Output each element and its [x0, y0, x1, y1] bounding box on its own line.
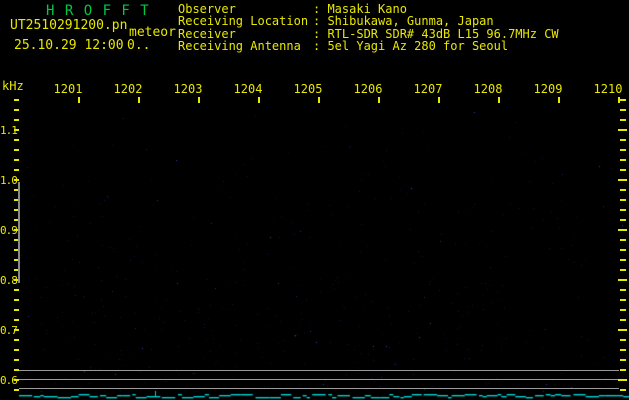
left-axis-ticks	[14, 99, 19, 392]
time-tick-label: 1201	[53, 82, 83, 96]
right-major-tick	[618, 229, 627, 231]
station-info: Observer: Masaki Kano Receiving Location…	[178, 3, 559, 52]
time-tick-mark	[138, 97, 140, 103]
echo-counter: 0..	[127, 38, 151, 53]
time-tick-label: 1207	[413, 82, 443, 96]
time-tick-label: 1204	[233, 82, 263, 96]
right-major-tick	[618, 129, 627, 131]
observation-datetime: 25.10.29 12:00	[14, 38, 124, 53]
time-tick-mark	[438, 97, 440, 103]
freq-tick-label: 0.6	[0, 374, 18, 387]
info-row-observer: Observer: Masaki Kano	[178, 2, 407, 16]
time-tick-label: 1208	[473, 82, 503, 96]
info-row-location: Receiving Location: Shibukawa, Gunma, Ja…	[178, 14, 494, 29]
freq-axis-unit: kHz	[2, 79, 24, 93]
freq-tick-label: 0.8	[0, 274, 18, 287]
time-tick-mark	[198, 97, 200, 103]
right-major-tick	[618, 279, 627, 281]
right-major-tick	[618, 329, 627, 331]
level-reference-line	[19, 379, 619, 380]
right-axis-ticks	[620, 99, 626, 392]
info-row-antenna: Receiving Antenna: 5el Yagi Az 280 for S…	[178, 38, 509, 53]
output-filename: UT2510291200.pn	[10, 18, 128, 33]
freq-tick-label: 0.9	[0, 224, 18, 237]
time-tick-label: 1206	[353, 82, 383, 96]
right-major-tick	[618, 179, 627, 181]
info-row-receiver: Receiver: RTL-SDR SDR# 43dB L15 96.7MHz …	[178, 26, 559, 41]
time-tick-label: 1205	[293, 82, 323, 96]
time-tick-label: 1210	[593, 82, 623, 96]
time-tick-label: 1203	[173, 82, 203, 96]
freq-tick-label: 0.7	[0, 324, 18, 337]
freq-range-marker-line	[18, 182, 20, 283]
level-reference-line	[19, 370, 619, 371]
observation-name: meteor	[129, 25, 176, 40]
app-title: H R O F F T	[46, 3, 150, 19]
right-major-tick	[618, 379, 627, 381]
time-tick-label: 1209	[533, 82, 563, 96]
time-tick-mark	[258, 97, 260, 103]
level-reference-line	[19, 388, 619, 389]
time-tick-label: 1202	[113, 82, 143, 96]
freq-tick-label: 1.1	[0, 124, 18, 137]
time-tick-mark	[558, 97, 560, 103]
time-tick-mark	[378, 97, 380, 103]
time-tick-mark	[78, 97, 80, 103]
time-tick-mark	[498, 97, 500, 103]
freq-tick-label: 1.0	[0, 174, 18, 187]
time-tick-mark	[618, 97, 620, 103]
time-tick-mark	[318, 97, 320, 103]
